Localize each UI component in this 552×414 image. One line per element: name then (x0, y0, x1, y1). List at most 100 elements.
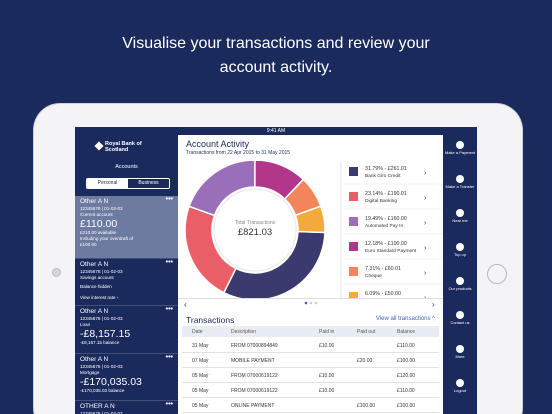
chart-panel: Total Transactions £821.03 31.79% - £261.0… (178, 161, 443, 299)
legend-swatch (349, 292, 358, 298)
activity-subtitle: Transactions from 22 Apr 2015 to 31 May … (186, 150, 291, 156)
nav-label: Make a Payment (444, 150, 475, 155)
account-type: Current account (80, 212, 113, 217)
tab[interactable]: Personal (87, 179, 128, 188)
account-card[interactable]: ••• Other A N 12345678 | 01-02-03 Loan -£8,1… (75, 306, 178, 354)
table-cell: 31 May (192, 343, 209, 349)
legend-value: 7.31% - £60.01 (365, 266, 401, 272)
nav-label: Logout (453, 388, 467, 393)
page-dot (304, 301, 308, 305)
transactions-table: Date Description Paid in Paid out Balance 31 … (178, 326, 443, 414)
camera (52, 268, 61, 277)
table-cell: £10.00 (319, 388, 335, 394)
table-cell: 07 May (192, 358, 209, 364)
next-arrow[interactable]: › (432, 300, 435, 309)
accounts-title: Accounts (115, 164, 138, 170)
legend-value: 19.49% - £160.00 (365, 216, 407, 222)
table-header (182, 326, 439, 337)
table-cell: £100.00 (397, 403, 416, 409)
legend-value: 31.79% - £261.01 (365, 166, 407, 172)
legend-swatch (349, 167, 358, 176)
nav-label: Contact us (450, 320, 470, 325)
nav-icon (456, 175, 464, 183)
pager: ‹ › (184, 300, 435, 309)
screen: 9:41 AM Royal Bank of Scotland Accounts … (75, 127, 477, 414)
account-number: 12345678 | 01-02-03 (80, 411, 123, 414)
table-cell: £10.00 (319, 343, 335, 349)
legend-chevron: › (424, 220, 427, 227)
column-header: Paid out (357, 329, 376, 335)
account-card[interactable]: ••• Other A N 12345678 | 01-02-03 Current a… (75, 196, 178, 259)
account-detail: £210.00 available (80, 230, 117, 235)
sidebar: Royal Bank of Scotland Accounts Personal… (75, 135, 178, 414)
legend-item[interactable]: 6.09% - £50.00 › (344, 291, 443, 298)
account-card[interactable]: ••• OTHER A N 12345678 | 01-02-03 (75, 401, 178, 414)
nav-item[interactable]: Top up (443, 243, 477, 257)
donut-segment (188, 161, 256, 217)
chevron-up: ^ (432, 316, 435, 322)
legend-swatch (349, 217, 358, 226)
table-cell: £20.00 (357, 358, 373, 364)
view-all-link[interactable]: View all transactions ^ (376, 316, 435, 322)
interest-link[interactable]: View interest rate › (80, 295, 173, 301)
account-balance: £110.00 (80, 218, 118, 230)
column-header: Paid in (319, 329, 335, 335)
legend-name: Bank Giro Credit (365, 173, 401, 179)
account-balance: -£170,035.03 (80, 376, 142, 388)
account-number: 12345678 | 01-02-03 (80, 269, 123, 274)
nav-item[interactable]: Contact us (443, 311, 477, 325)
legend-chevron: › (424, 295, 427, 298)
table-cell: MOBILE PAYMENT (231, 358, 275, 364)
nav-item[interactable]: Make a Payment (443, 141, 477, 155)
tab[interactable]: Business (138, 180, 159, 186)
account-name: Other A N (80, 356, 109, 363)
nav-item[interactable]: Our products (443, 277, 477, 291)
account-card[interactable]: ••• Other A N 12345678 | 01-02-03 Mortgage -… (75, 354, 178, 401)
row-divider (182, 382, 439, 383)
nav-label: Near me (452, 218, 468, 223)
nav-item[interactable]: Near me (443, 209, 477, 223)
nav-icon (456, 311, 464, 319)
legend-value: 12.18% - £100.00 (365, 241, 407, 247)
bank-name: Royal Bank of Scotland (105, 141, 142, 153)
table-cell: 05 May (192, 403, 209, 409)
nav-item[interactable]: Logout (443, 379, 477, 393)
account-number: 12345678 | 01-02-03 (80, 316, 123, 321)
row-divider (182, 367, 439, 368)
table-cell: FROM 07000619122 (231, 388, 278, 394)
link-text[interactable]: View all transactions (375, 316, 431, 322)
account-card[interactable]: ••• Other A N 12345678 | 01-02-03 Savings a… (75, 259, 178, 306)
nav-icon (456, 141, 464, 149)
account-type: Savings account (80, 275, 114, 280)
table-cell: £100.00 (397, 358, 416, 364)
nav-icon (456, 379, 464, 387)
account-menu: ••• (165, 401, 173, 408)
time: 9:41 AM (266, 128, 286, 134)
legend-swatch (349, 267, 358, 276)
table-cell: £120.00 (397, 373, 416, 379)
legend-name: Digital Banking (365, 198, 397, 204)
prev-arrow[interactable]: ‹ (184, 300, 187, 309)
account-number: 12345678 | 01-02-03 (80, 206, 123, 211)
nav-icon (456, 243, 464, 251)
nav-item[interactable]: Make a Transfer (443, 175, 477, 189)
row-divider (182, 397, 439, 398)
home-button[interactable] (487, 264, 507, 284)
legend-name: Automated Pay In (365, 223, 403, 229)
account-name: Other A N (80, 261, 109, 268)
account-number: 12345678 | 01-02-03 (80, 364, 123, 369)
table-cell: £10.00 (319, 373, 335, 379)
account-menu: ••• (165, 196, 173, 203)
status-bar: 9:41 AM (75, 127, 477, 135)
nav-label: Our products (448, 286, 472, 291)
table-cell: ONLINE PAYMENT (231, 403, 275, 409)
nav-item[interactable]: More (443, 345, 477, 359)
column-header: Balance (397, 329, 416, 335)
donut-segment (294, 205, 326, 234)
